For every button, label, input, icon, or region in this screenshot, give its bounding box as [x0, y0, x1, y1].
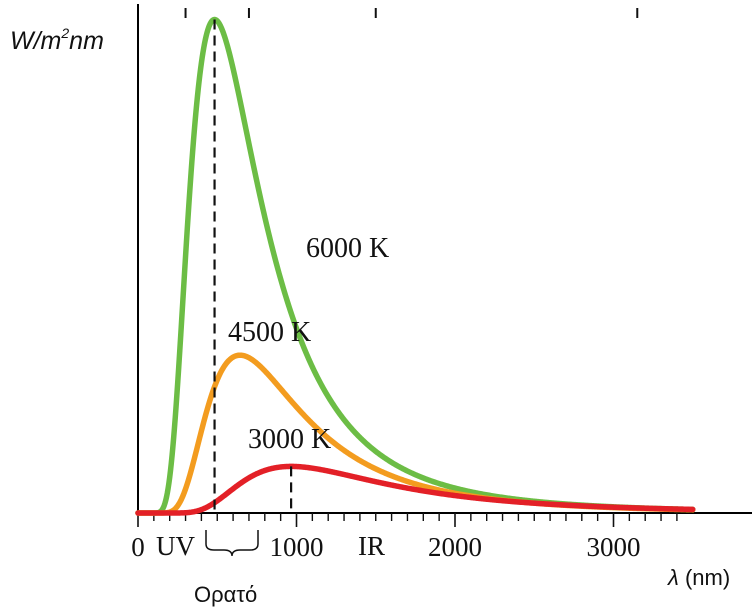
series-label-3000k: 3000 K	[248, 424, 331, 455]
series-label-4500k: 4500 K	[228, 317, 311, 348]
top-tick-marks	[184, 8, 639, 18]
tick-label-3000: 3000	[587, 532, 641, 562]
curve-6000k	[135, 16, 696, 516]
peak-markers	[213, 19, 293, 513]
series-curves	[135, 16, 696, 516]
x-minor-ticks	[153, 513, 678, 521]
ir-label: IR	[358, 531, 385, 561]
tick-label-0: 0	[131, 532, 145, 562]
tick-label-2000: 2000	[428, 532, 482, 562]
visible-label: Ορατό	[194, 582, 257, 607]
y-axis-label: W/m2nm	[10, 25, 104, 55]
x-tick-labels: 0 1000 2000 3000	[131, 532, 640, 562]
uv-label: UV	[156, 531, 195, 561]
tick-label-1000: 1000	[270, 532, 324, 562]
series-label-6000k: 6000 K	[306, 233, 389, 264]
curve-3000k	[135, 463, 696, 516]
visible-range-brace	[205, 530, 259, 557]
x-axis-label: λ (nm)	[667, 565, 730, 590]
